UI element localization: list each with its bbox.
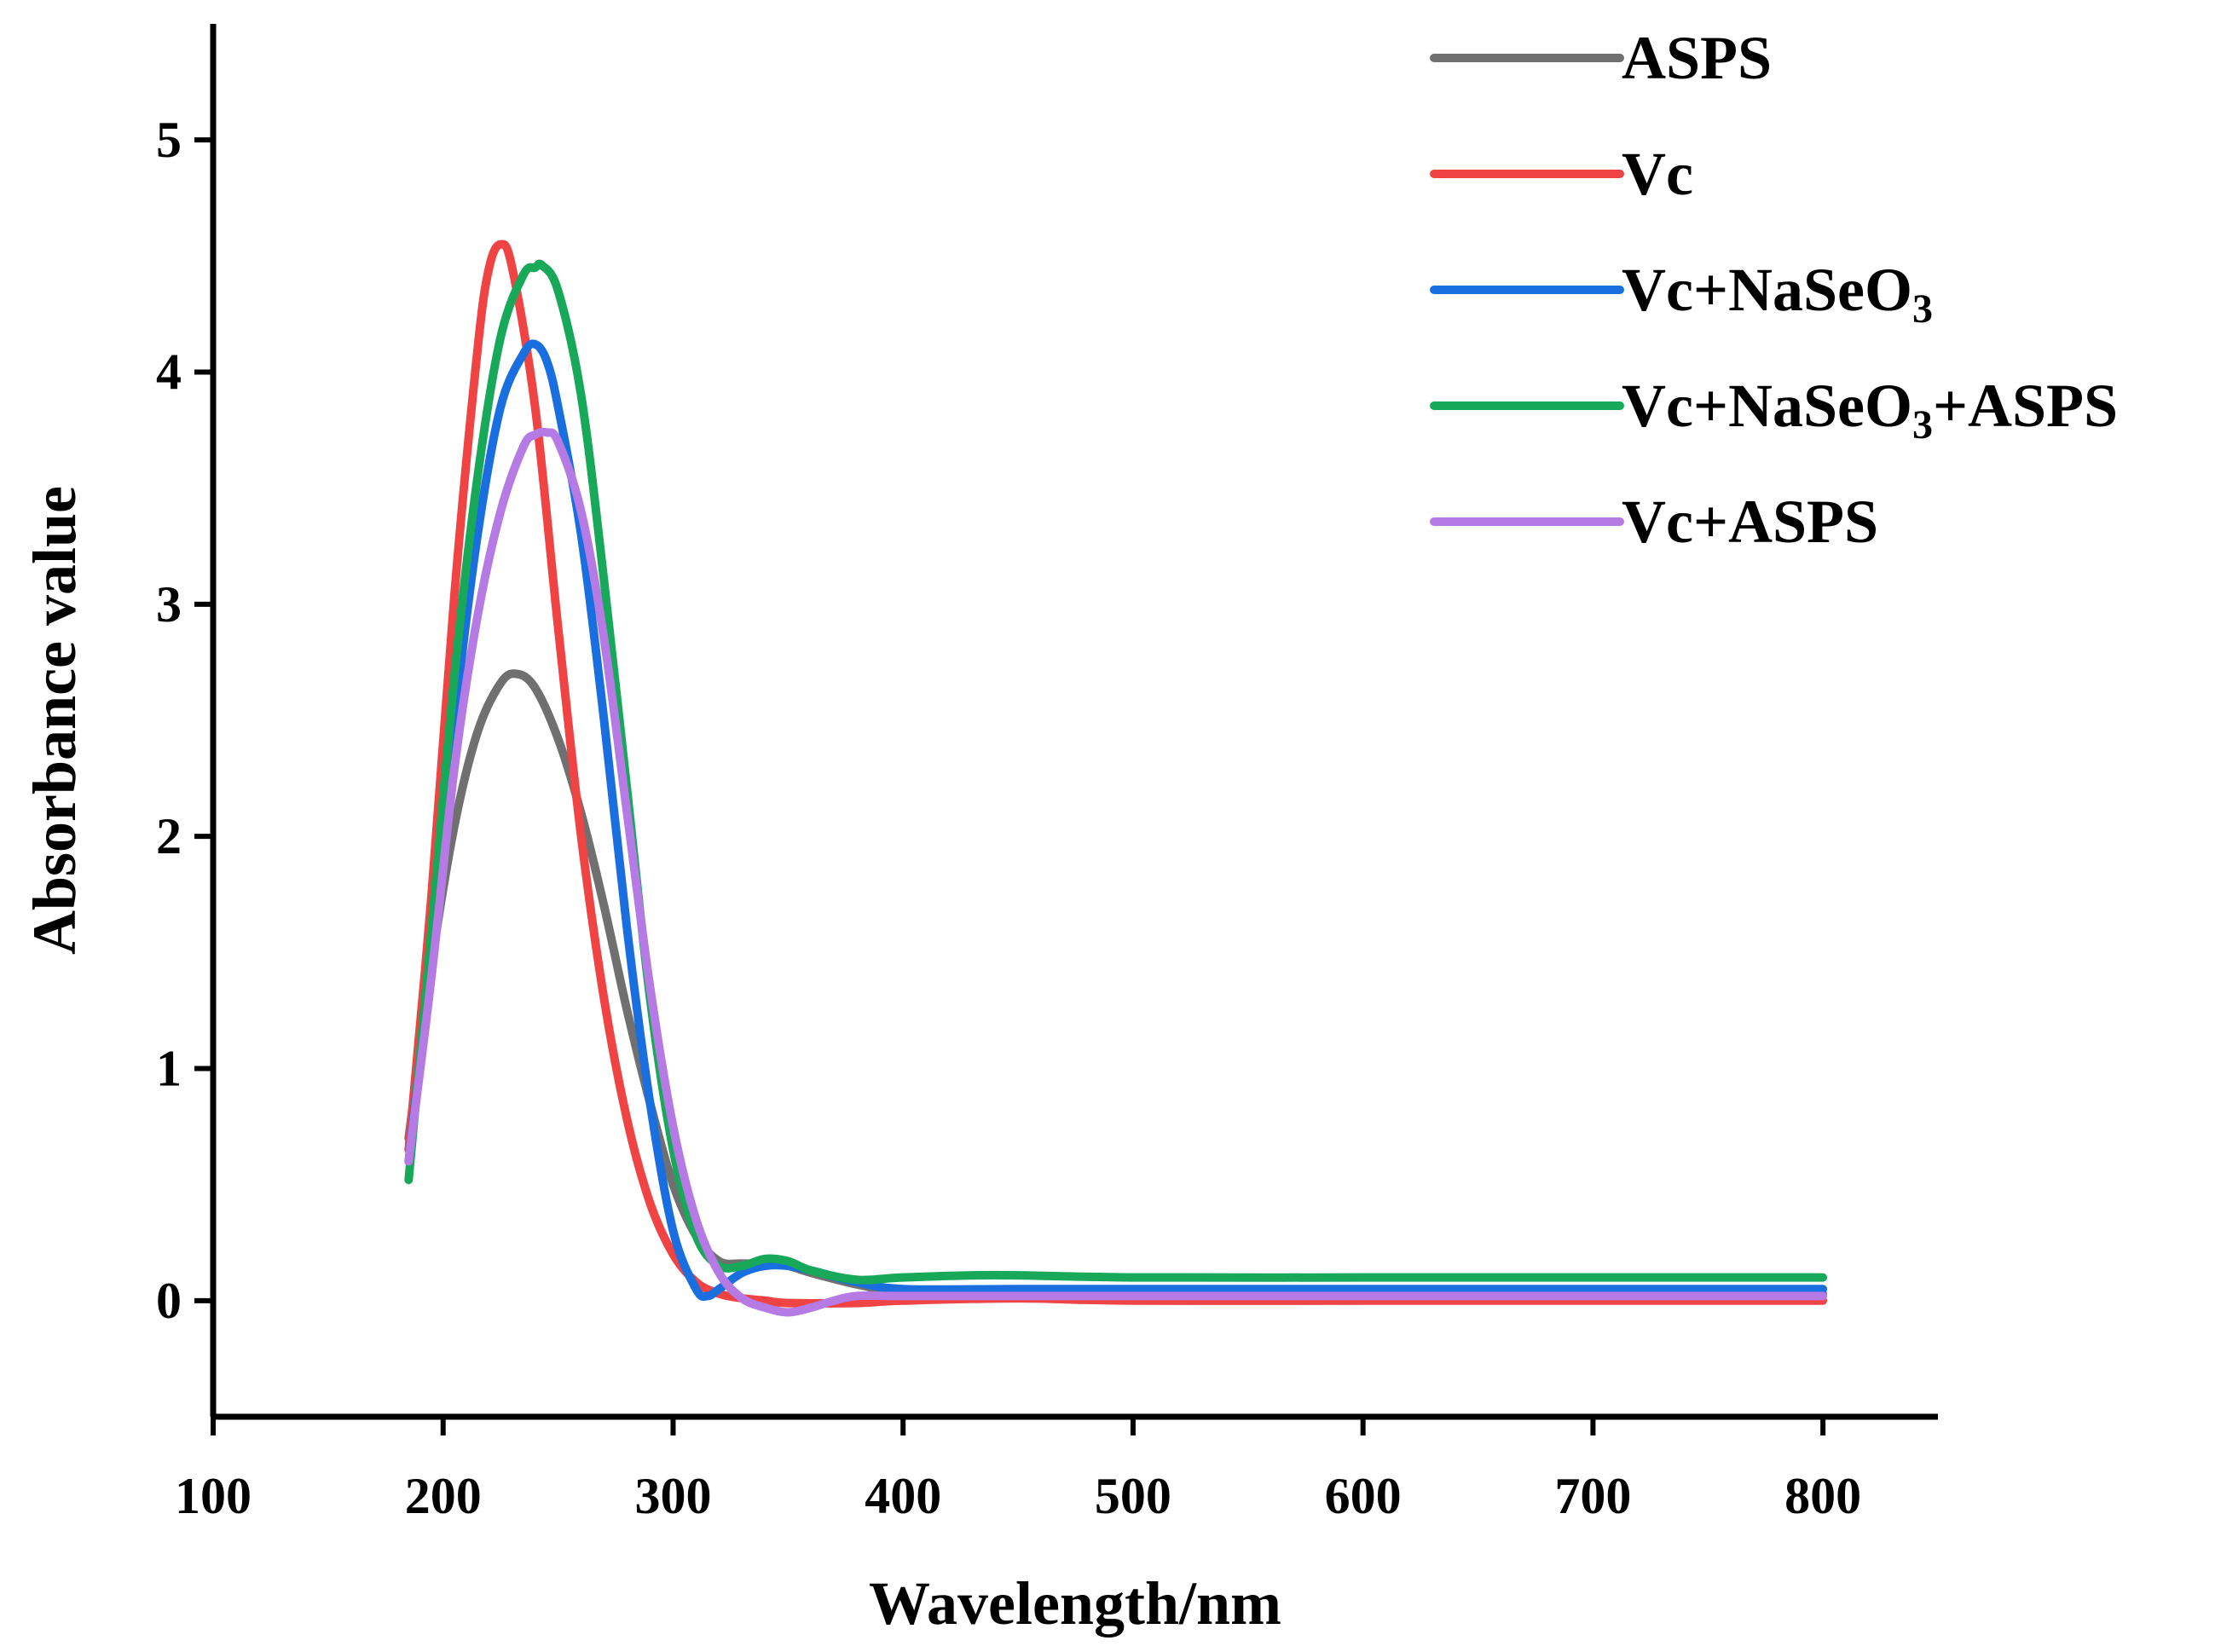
series-line-vc-naseo3: [404, 339, 1828, 1302]
y-tick-label: 5: [156, 112, 182, 168]
legend-text-part: ASPS: [1622, 24, 1772, 92]
y-tick-label: 0: [156, 1273, 182, 1329]
x-tick-label: 700: [1554, 1468, 1631, 1524]
y-tick-label: 3: [156, 576, 182, 632]
x-tick-label: 500: [1095, 1468, 1171, 1524]
y-axis-title: Absorbance value: [20, 486, 89, 955]
axes: [210, 24, 1938, 1420]
legend-text-part: Vc+NaSeO: [1622, 372, 1912, 440]
legend-label-vc-asps: Vc+ASPS: [1622, 488, 1878, 556]
legend-text-part: Vc+ASPS: [1622, 488, 1878, 556]
x-tick-label: 400: [865, 1468, 941, 1524]
legend-text-part: Vc+NaSeO: [1622, 256, 1912, 324]
y-tick-label: 1: [156, 1041, 182, 1097]
legend-label-vc-naseo3: Vc+NaSeO3: [1622, 256, 1933, 332]
legend-label-vc: Vc: [1622, 140, 1693, 208]
legend-subscript: 3: [1912, 402, 1933, 448]
legend-subscript: 3: [1912, 286, 1933, 332]
legend-text-part: +ASPS: [1933, 372, 2118, 440]
x-tick-label: 800: [1784, 1468, 1861, 1524]
legend-label-vc-naseo3-asps: Vc+NaSeO3+ASPS: [1622, 372, 2118, 448]
legend-text-part: Vc: [1622, 140, 1693, 208]
x-tick-label: 600: [1325, 1468, 1402, 1524]
series-line-vc-asps: [404, 427, 1828, 1317]
x-tick-label: 100: [175, 1468, 252, 1524]
x-tick-label: 300: [634, 1468, 711, 1524]
y-ticks: 0 1 2 3 4 5: [156, 112, 213, 1329]
x-axis-title: Wavelength/nm: [869, 1569, 1281, 1638]
legend-label-asps: ASPS: [1622, 24, 1772, 92]
series-lines: [404, 240, 1828, 1317]
x-ticks: 100 200 300 400 500 600 700 800: [175, 1417, 1861, 1524]
y-tick-label: 4: [156, 344, 182, 401]
series-line-vc: [404, 240, 1828, 1308]
y-tick-label: 2: [156, 808, 182, 864]
x-tick-label: 200: [405, 1468, 482, 1524]
